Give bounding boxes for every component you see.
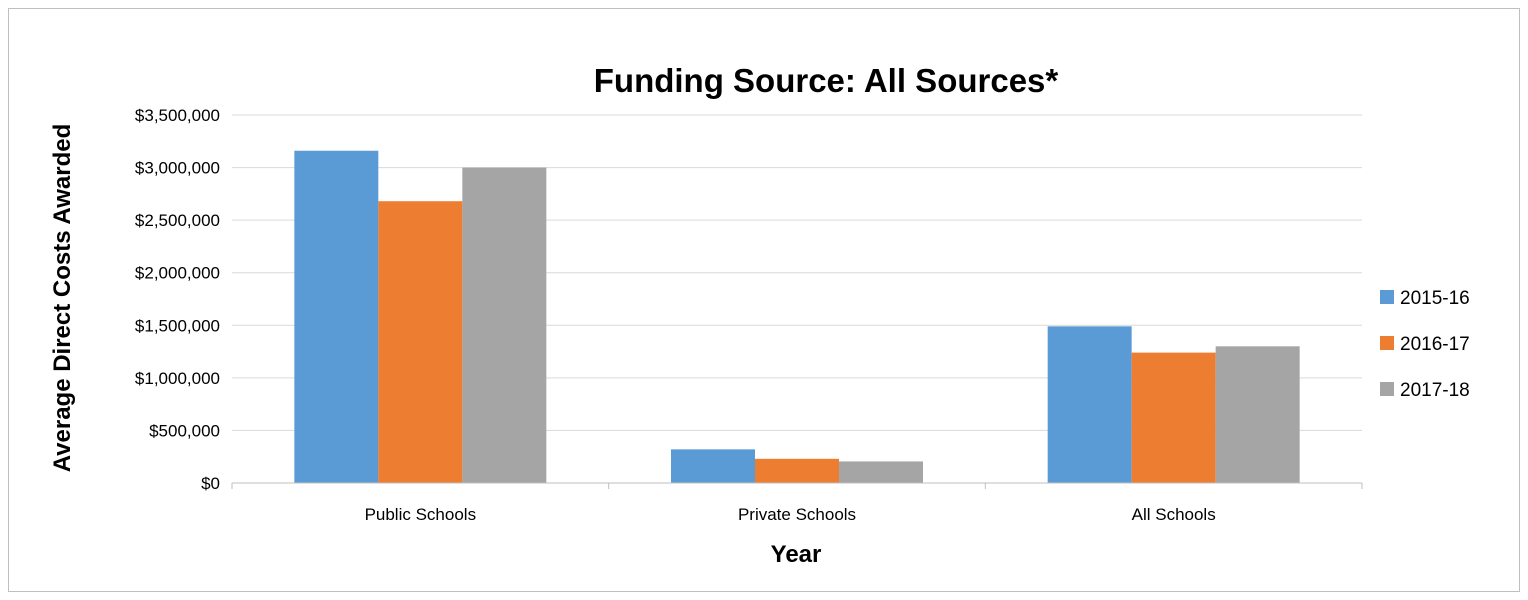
- y-tick-label: $1,500,000: [135, 316, 220, 335]
- x-tick-marks: [231, 483, 1363, 489]
- y-tick-labels: $0 $500,000 $1,000,000 $1,500,000 $2,000,000…: [135, 106, 220, 493]
- y-tick-label: $2,000,000: [135, 264, 220, 283]
- y-tick-label: $2,500,000: [135, 211, 220, 230]
- x-axis-title: Year: [771, 541, 822, 568]
- x-tick-labels: Public Schools Private Schools All Schools: [365, 505, 1216, 524]
- legend-swatch: [1380, 382, 1394, 396]
- chart-title: Funding Source: All Sources*: [594, 62, 1059, 99]
- legend: 2015-16 2016-17 2017-18: [1380, 288, 1470, 401]
- legend-swatch: [1380, 290, 1394, 304]
- chart-frame: [8, 8, 1520, 592]
- x-tick-label: Public Schools: [365, 505, 477, 524]
- y-tick-label: $1,000,000: [135, 369, 220, 388]
- y-axis-title: Average Direct Costs Awarded: [49, 124, 76, 473]
- x-tick-label: All Schools: [1132, 505, 1216, 524]
- legend-label: 2017-18: [1400, 380, 1470, 401]
- y-tick-label: $3,000,000: [135, 159, 220, 178]
- bar-2017-18-all-schools: [1215, 346, 1300, 483]
- x-tick-label: Private Schools: [738, 505, 856, 524]
- bar-2016-17-all-schools: [1131, 352, 1216, 483]
- y-tick-label: $500,000: [149, 421, 220, 440]
- bar-2015-16-private-schools: [671, 449, 755, 483]
- bar-2017-18-private-schools: [839, 461, 923, 483]
- legend-swatch: [1380, 336, 1394, 350]
- bars: [294, 150, 1300, 484]
- bar-2016-17-private-schools: [755, 458, 839, 483]
- bar-2015-16-all-schools: [1047, 326, 1132, 483]
- bar-2017-18-public-schools: [462, 167, 547, 484]
- bar-2015-16-public-schools: [294, 150, 379, 483]
- y-tick-label: $3,500,000: [135, 106, 220, 125]
- bar-2016-17-public-schools: [378, 201, 463, 483]
- legend-label: 2015-16: [1400, 288, 1470, 309]
- legend-label: 2016-17: [1400, 334, 1470, 355]
- y-tick-label: $0: [201, 474, 220, 493]
